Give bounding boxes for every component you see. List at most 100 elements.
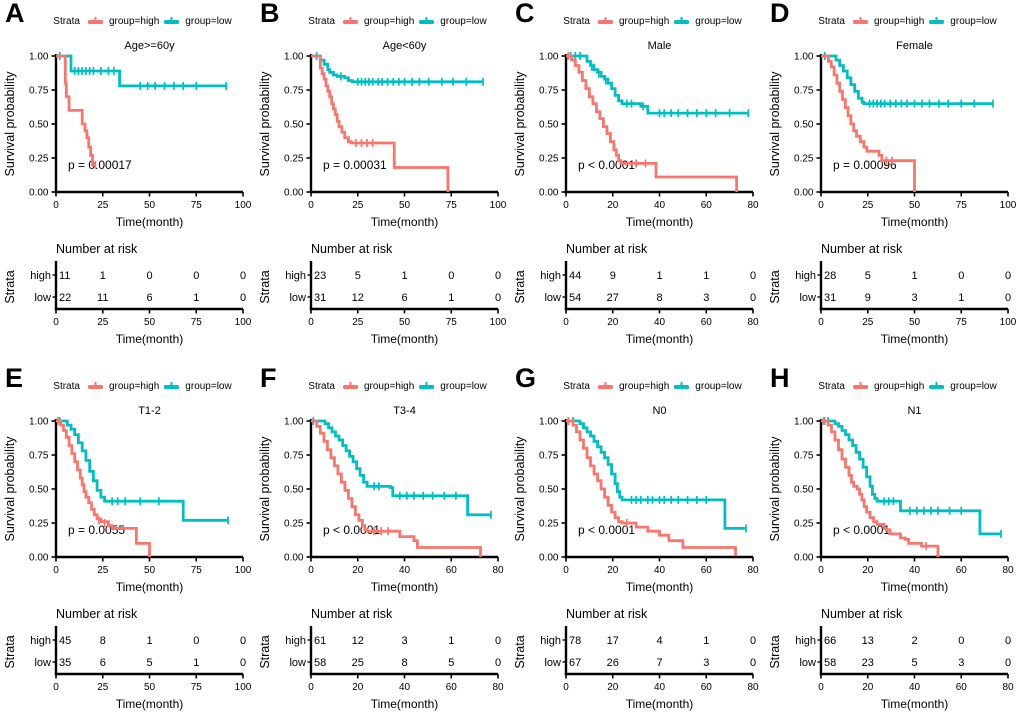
risk-table-title: Number at risk (56, 242, 138, 256)
risk-count: 1 (401, 270, 407, 282)
legend-label-high: group=high (363, 15, 415, 27)
risk-count: 0 (495, 292, 501, 304)
x-tick-label: 80 (1002, 565, 1014, 576)
km-panel: B Strata group=high group=low Survival p… (255, 0, 510, 365)
chart-title: Age<60y (383, 40, 427, 52)
y-axis-label: Survival probability (258, 71, 272, 177)
panel-letter: E (5, 365, 24, 393)
risk-count: 11 (97, 292, 108, 304)
risk-count: 0 (193, 635, 199, 647)
risk-count: 0 (495, 270, 501, 282)
y-tick-label: 1.00 (284, 52, 304, 63)
legend-key-glyph (929, 382, 945, 389)
risk-count: 67 (569, 657, 581, 669)
chart-title: N1 (907, 405, 921, 417)
x-tick-label: 0 (308, 565, 314, 576)
risk-count: 5 (355, 270, 361, 282)
legend-key-glyph (87, 17, 103, 24)
legend-key-glyph (164, 382, 180, 389)
y-tick-label: 1.00 (29, 52, 49, 63)
risk-count: 13 (862, 635, 874, 647)
y-tick-label: 0.50 (284, 120, 304, 131)
risk-count: 12 (352, 635, 364, 647)
risk-count: 61 (314, 635, 326, 647)
x-tick-label: 0 (563, 200, 569, 211)
legend: Strata group=high group=low (255, 365, 510, 399)
chart-title: Male (648, 40, 672, 52)
risk-x-tick-label: 80 (747, 682, 759, 693)
panel-letter: A (5, 0, 25, 28)
risk-count: 0 (240, 270, 246, 282)
risk-count: 0 (240, 635, 246, 647)
x-tick-label: 75 (191, 200, 203, 211)
risk-row-label-high: high (795, 270, 816, 282)
risk-x-tick-label: 60 (446, 682, 458, 693)
x-tick-label: 20 (862, 565, 874, 576)
legend-label-low: group=low (185, 15, 232, 27)
legend: Strata group=high group=low (510, 0, 765, 34)
x-tick-label: 40 (654, 565, 666, 576)
risk-table-title: Number at risk (56, 607, 138, 621)
km-curve-low (56, 54, 227, 88)
legend-key-glyph (342, 382, 358, 389)
y-tick-label: 0.25 (29, 154, 49, 165)
legend-key-glyph (419, 382, 435, 389)
km-panel: H Strata group=high group=low Survival p… (765, 365, 1020, 723)
legend-key-glyph (419, 17, 435, 24)
risk-x-tick-label: 0 (818, 682, 824, 693)
legend-key-high-icon (852, 380, 870, 392)
x-tick-label: 100 (235, 565, 252, 576)
x-tick-label: 75 (956, 200, 968, 211)
risk-count: 0 (958, 270, 964, 282)
risk-count: 1 (656, 270, 662, 282)
legend: Strata group=high group=low (510, 365, 765, 399)
legend-label-high: group=high (108, 380, 160, 392)
risk-x-axis-label: Time(month) (881, 332, 949, 346)
y-tick-label: 0.25 (794, 154, 814, 165)
risk-x-axis-label: Time(month) (116, 697, 184, 711)
km-curve-low (311, 54, 483, 84)
risk-row-label-high: high (540, 270, 561, 282)
y-tick-label: 0.50 (29, 485, 49, 496)
risk-count: 66 (824, 635, 836, 647)
legend-key-glyph (87, 382, 103, 389)
legend-key-glyph (342, 17, 358, 24)
risk-x-tick-label: 80 (747, 317, 759, 328)
legend-label-low: group=low (950, 380, 997, 392)
risk-x-tick-label: 0 (308, 682, 314, 693)
panel-letter: B (260, 0, 280, 28)
legend-label-high: group=high (618, 380, 670, 392)
x-tick-label: 80 (747, 200, 759, 211)
risk-x-tick-label: 75 (446, 317, 458, 328)
legend-key-glyph (674, 17, 690, 24)
risk-row-label-low: low (34, 292, 51, 304)
risk-table-title: Number at risk (821, 607, 903, 621)
legend-key-low-icon (418, 380, 436, 392)
km-curve-low (311, 419, 491, 517)
risk-x-tick-label: 25 (97, 682, 109, 693)
strata-axis-label: Strata (768, 270, 782, 303)
p-value-label: p < 0.0001 (323, 523, 380, 537)
risk-table: Number at risk Strata high 61 12 3 1 0 low 58 25 8 5… (258, 607, 504, 711)
risk-count: 9 (865, 292, 871, 304)
risk-count: 5 (448, 657, 454, 669)
risk-table-title: Number at risk (311, 607, 393, 621)
risk-x-tick-label: 100 (235, 317, 252, 328)
chart-title: T3-4 (393, 405, 416, 417)
y-tick-label: 0.50 (794, 485, 814, 496)
x-tick-label: 0 (53, 200, 59, 211)
risk-x-tick-label: 60 (701, 317, 713, 328)
y-axis-label: Survival probability (3, 436, 17, 542)
risk-count: 5 (865, 270, 871, 282)
y-tick-label: 1.00 (794, 52, 814, 63)
y-tick-label: 0.25 (284, 519, 304, 530)
chart-title: N0 (652, 405, 666, 417)
risk-count: 0 (750, 270, 756, 282)
risk-count: 3 (401, 635, 407, 647)
risk-count: 1 (193, 657, 199, 669)
risk-row-label-high: high (30, 270, 51, 282)
km-curve-low (566, 54, 749, 115)
y-tick-label: 1.00 (794, 417, 814, 428)
